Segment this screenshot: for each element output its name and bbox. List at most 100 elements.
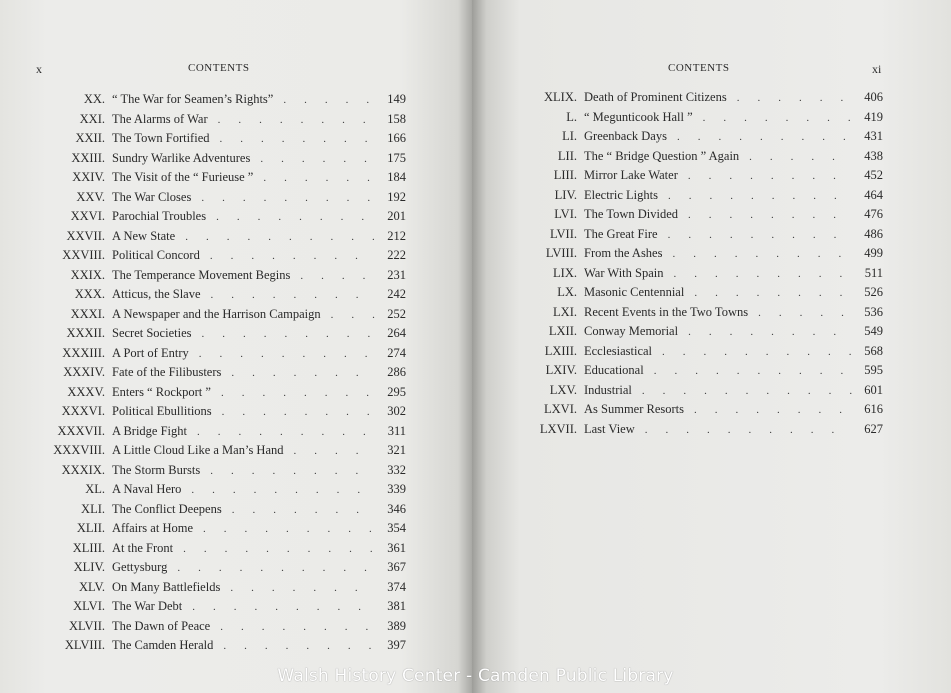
- chapter-title: The Camden Herald: [112, 638, 214, 652]
- dot-leader: ..........................: [688, 209, 853, 221]
- dot-leader: ..........................: [217, 113, 376, 126]
- chapter-page: 212: [387, 228, 406, 243]
- toc-entry: XXXVIII. A Little Cloud Like a Man’s Hand…: [0, 441, 406, 459]
- chapter-number: XLII.: [76, 521, 105, 535]
- chapter-number: XLIV.: [73, 560, 105, 574]
- dot-leader: ..........................: [221, 406, 376, 418]
- toc-entry: XLVI. The War Debt.......................…: [0, 597, 406, 615]
- chapter-number: L.: [566, 109, 577, 124]
- right-page: CONTENTS xi XLIX. Death of Prominent Citi…: [472, 0, 951, 693]
- dot-leader: ..........................: [330, 308, 376, 321]
- toc-entry: LII. The “ Bridge Question ” Again.......…: [492, 147, 883, 165]
- dot-leader: ..........................: [676, 131, 853, 143]
- chapter-number: LVIII.: [545, 246, 577, 260]
- dot-leader: ..........................: [263, 172, 376, 184]
- chapter-page: 374: [387, 579, 406, 594]
- chapter-number: XXIX.: [70, 267, 105, 282]
- chapter-title: The War Closes: [112, 189, 192, 204]
- toc-entry: LX. Masonic Centennial...................…: [492, 283, 883, 301]
- chapter-page: 595: [864, 363, 883, 377]
- toc-entry: XLVII. The Dawn of Peace.................…: [0, 617, 406, 635]
- dot-leader: ..........................: [183, 542, 376, 555]
- chapter-title: A Bridge Fight: [112, 423, 188, 438]
- dot-leader: ..........................: [758, 306, 853, 319]
- chapter-title: The Dawn of Peace: [112, 618, 211, 633]
- toc-entry: LVIII. From the Ashes....................…: [492, 244, 883, 262]
- dot-leader: ..........................: [300, 269, 376, 282]
- chapter-number: XLVIII.: [64, 638, 105, 652]
- chapter-title: From the Ashes: [584, 246, 663, 260]
- toc-entry: LXIV. Educational........................…: [492, 361, 883, 379]
- chapter-number: XXXI.: [70, 306, 105, 321]
- dot-leader: ..........................: [662, 345, 853, 358]
- dot-leader: ..........................: [687, 170, 853, 182]
- chapter-title: The Town Fortified: [112, 131, 210, 145]
- dot-leader: ..........................: [702, 111, 853, 124]
- chapter-page: 184: [387, 170, 406, 184]
- dot-leader: ..........................: [177, 562, 376, 574]
- chapter-page: 419: [864, 109, 883, 124]
- chapter-number: XL.: [85, 482, 105, 496]
- dot-leader: ..........................: [283, 94, 376, 106]
- chapter-page: 231: [387, 267, 406, 282]
- toc-entry: XX. “ The War for Seamen’s Rights”.......…: [0, 90, 406, 108]
- dot-leader: ..........................: [688, 326, 853, 338]
- running-head: CONTENTS: [188, 62, 250, 74]
- toc-entry: XLIII. At the Front......................…: [0, 539, 406, 557]
- watermark: Walsh History Center - Camden Public Lib…: [277, 666, 674, 686]
- chapter-title: Political Ebullitions: [112, 404, 212, 418]
- toc-entry: XXVIII. Political Concord................…: [0, 246, 406, 264]
- chapter-page: 354: [387, 521, 406, 535]
- chapter-number: LIX.: [553, 265, 577, 280]
- dot-leader: ..........................: [231, 503, 376, 516]
- chapter-title: The Temperance Movement Begins: [112, 267, 291, 282]
- chapter-page: 616: [864, 402, 883, 416]
- chapter-title: Masonic Centennial: [584, 285, 685, 299]
- dot-leader: ..........................: [198, 347, 376, 360]
- page-number-folio: xi: [872, 62, 882, 76]
- toc-entry: XXVI. Parochial Troubles.................…: [0, 207, 406, 225]
- toc-entry: LXV. Industrial..........................…: [492, 381, 883, 399]
- dot-leader: ..........................: [673, 267, 854, 280]
- chapter-page: 438: [864, 148, 883, 163]
- dot-leader: ..........................: [260, 152, 376, 165]
- toc-entry: LIX. War With Spain......................…: [492, 264, 883, 282]
- chapter-number: LI.: [562, 129, 577, 143]
- toc-entry: L. “ Megunticook Hall ”..................…: [492, 108, 883, 126]
- toc-entry: LXII. Conway Memorial....................…: [492, 322, 883, 340]
- chapter-number: XXVI.: [70, 209, 105, 223]
- chapter-title: Fate of the Filibusters: [112, 365, 222, 379]
- chapter-number: XXV.: [76, 189, 105, 204]
- chapter-number: XLVII.: [69, 618, 105, 633]
- chapter-page: 149: [387, 92, 406, 106]
- dot-leader: ..........................: [644, 423, 853, 436]
- toc-entry: XXV. The War Closes......................…: [0, 188, 406, 206]
- toc-entry: XXII. The Town Fortified.................…: [0, 129, 406, 147]
- chapter-title: Sundry Warlike Adventures: [112, 150, 251, 165]
- chapter-page: 511: [864, 265, 883, 280]
- chapter-page: 361: [387, 540, 406, 555]
- toc-entry: XXXVII. A Bridge Fight...................…: [0, 422, 406, 440]
- chapter-title: War With Spain: [584, 265, 664, 280]
- chapter-page: 526: [864, 285, 883, 299]
- chapter-page: 201: [387, 209, 406, 223]
- chapter-number: LXVI.: [544, 402, 577, 416]
- dot-leader: ..........................: [667, 228, 853, 241]
- chapter-title: The “ Bridge Question ” Again: [584, 148, 740, 163]
- dot-leader: ..........................: [220, 620, 376, 633]
- chapter-title: Educational: [584, 363, 644, 377]
- chapter-page: 397: [387, 638, 406, 652]
- chapter-number: XLV.: [78, 579, 105, 594]
- chapter-page: 431: [864, 129, 883, 143]
- toc-entry: XLVIII. The Camden Herald................…: [0, 636, 406, 654]
- chapter-page: 332: [387, 462, 406, 477]
- chapter-number: XXVII.: [66, 228, 105, 243]
- chapter-title: As Summer Resorts: [584, 402, 684, 416]
- chapter-title: A Naval Hero: [112, 482, 182, 496]
- chapter-number: XX.: [83, 92, 105, 106]
- chapter-title: Greenback Days: [584, 129, 667, 143]
- chapter-title: A Newspaper and the Harrison Campaign: [112, 306, 321, 321]
- chapter-number: LII.: [557, 148, 577, 163]
- dot-leader: ..........................: [201, 191, 376, 204]
- chapter-number: XLVI.: [73, 599, 105, 613]
